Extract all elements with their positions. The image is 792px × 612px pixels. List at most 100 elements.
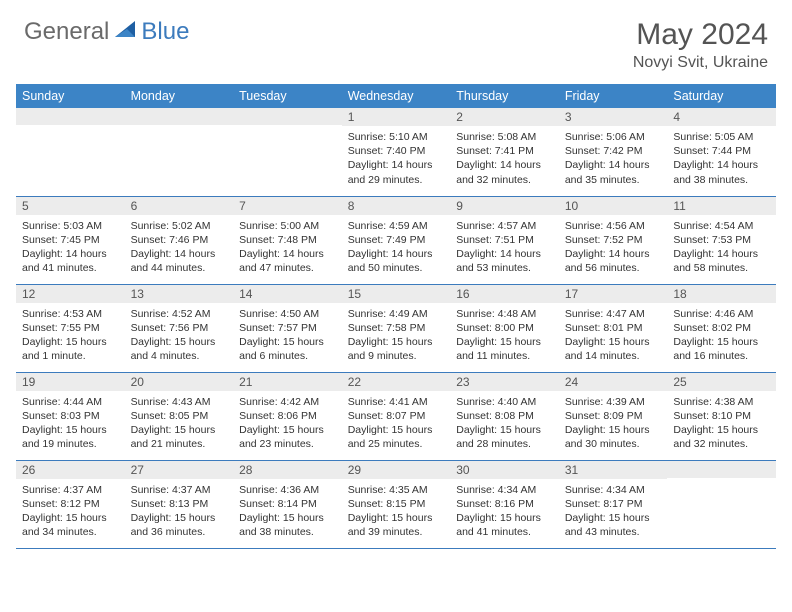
sunrise-text: Sunrise: 4:59 AM xyxy=(348,219,445,233)
sunrise-text: Sunrise: 4:38 AM xyxy=(673,395,770,409)
daylight-text: Daylight: 15 hours and 23 minutes. xyxy=(239,423,336,451)
day-number: 8 xyxy=(342,197,451,215)
sunset-text: Sunset: 7:46 PM xyxy=(131,233,228,247)
day-number: 22 xyxy=(342,373,451,391)
day-details: Sunrise: 5:10 AMSunset: 7:40 PMDaylight:… xyxy=(342,126,451,193)
calendar-cell: 6Sunrise: 5:02 AMSunset: 7:46 PMDaylight… xyxy=(125,196,234,284)
calendar-week: 1Sunrise: 5:10 AMSunset: 7:40 PMDaylight… xyxy=(16,108,776,196)
sunrise-text: Sunrise: 5:00 AM xyxy=(239,219,336,233)
calendar-cell: 31Sunrise: 4:34 AMSunset: 8:17 PMDayligh… xyxy=(559,460,668,548)
day-number: 29 xyxy=(342,461,451,479)
day-details: Sunrise: 4:50 AMSunset: 7:57 PMDaylight:… xyxy=(233,303,342,370)
daylight-text: Daylight: 15 hours and 4 minutes. xyxy=(131,335,228,363)
day-number xyxy=(125,108,234,125)
sunset-text: Sunset: 8:03 PM xyxy=(22,409,119,423)
sunset-text: Sunset: 8:10 PM xyxy=(673,409,770,423)
daylight-text: Daylight: 15 hours and 34 minutes. xyxy=(22,511,119,539)
daylight-text: Daylight: 14 hours and 47 minutes. xyxy=(239,247,336,275)
daylight-text: Daylight: 15 hours and 16 minutes. xyxy=(673,335,770,363)
day-number: 20 xyxy=(125,373,234,391)
sunrise-text: Sunrise: 4:43 AM xyxy=(131,395,228,409)
day-number: 18 xyxy=(667,285,776,303)
sunrise-text: Sunrise: 4:47 AM xyxy=(565,307,662,321)
day-number: 13 xyxy=(125,285,234,303)
daylight-text: Daylight: 15 hours and 43 minutes. xyxy=(565,511,662,539)
daylight-text: Daylight: 15 hours and 41 minutes. xyxy=(456,511,553,539)
day-header: Tuesday xyxy=(233,84,342,108)
sunrise-text: Sunrise: 5:05 AM xyxy=(673,130,770,144)
day-number: 7 xyxy=(233,197,342,215)
day-details: Sunrise: 4:40 AMSunset: 8:08 PMDaylight:… xyxy=(450,391,559,458)
calendar-cell xyxy=(667,460,776,548)
sunset-text: Sunset: 8:01 PM xyxy=(565,321,662,335)
sunrise-text: Sunrise: 4:42 AM xyxy=(239,395,336,409)
sunrise-text: Sunrise: 4:53 AM xyxy=(22,307,119,321)
day-details: Sunrise: 4:54 AMSunset: 7:53 PMDaylight:… xyxy=(667,215,776,282)
calendar-cell: 7Sunrise: 5:00 AMSunset: 7:48 PMDaylight… xyxy=(233,196,342,284)
sunrise-text: Sunrise: 4:46 AM xyxy=(673,307,770,321)
day-details: Sunrise: 4:59 AMSunset: 7:49 PMDaylight:… xyxy=(342,215,451,282)
day-number: 15 xyxy=(342,285,451,303)
day-number: 31 xyxy=(559,461,668,479)
sunrise-text: Sunrise: 5:06 AM xyxy=(565,130,662,144)
calendar-week: 5Sunrise: 5:03 AMSunset: 7:45 PMDaylight… xyxy=(16,196,776,284)
day-details: Sunrise: 5:05 AMSunset: 7:44 PMDaylight:… xyxy=(667,126,776,193)
sunrise-text: Sunrise: 4:41 AM xyxy=(348,395,445,409)
day-header: Wednesday xyxy=(342,84,451,108)
sunset-text: Sunset: 7:55 PM xyxy=(22,321,119,335)
title-block: May 2024 Novyi Svit, Ukraine xyxy=(633,18,768,72)
sunrise-text: Sunrise: 4:40 AM xyxy=(456,395,553,409)
daylight-text: Daylight: 15 hours and 6 minutes. xyxy=(239,335,336,363)
day-details: Sunrise: 4:34 AMSunset: 8:16 PMDaylight:… xyxy=(450,479,559,546)
calendar-cell: 2Sunrise: 5:08 AMSunset: 7:41 PMDaylight… xyxy=(450,108,559,196)
sunset-text: Sunset: 8:06 PM xyxy=(239,409,336,423)
sunset-text: Sunset: 8:08 PM xyxy=(456,409,553,423)
day-details: Sunrise: 4:39 AMSunset: 8:09 PMDaylight:… xyxy=(559,391,668,458)
calendar-body: 1Sunrise: 5:10 AMSunset: 7:40 PMDaylight… xyxy=(16,108,776,548)
daylight-text: Daylight: 14 hours and 56 minutes. xyxy=(565,247,662,275)
day-number: 9 xyxy=(450,197,559,215)
calendar-week: 26Sunrise: 4:37 AMSunset: 8:12 PMDayligh… xyxy=(16,460,776,548)
calendar-cell: 20 Sunrise: 4:43 AMSunset: 8:05 PMDayligh… xyxy=(125,372,234,460)
sunset-text: Sunset: 7:44 PM xyxy=(673,144,770,158)
sunset-text: Sunset: 7:41 PM xyxy=(456,144,553,158)
day-number: 5 xyxy=(16,197,125,215)
day-number: 16 xyxy=(450,285,559,303)
day-details: Sunrise: 5:00 AMSunset: 7:48 PMDaylight:… xyxy=(233,215,342,282)
sunset-text: Sunset: 7:48 PM xyxy=(239,233,336,247)
day-number: 17 xyxy=(559,285,668,303)
day-details: Sunrise: 4:35 AMSunset: 8:15 PMDaylight:… xyxy=(342,479,451,546)
location-label: Novyi Svit, Ukraine xyxy=(633,54,768,72)
daylight-text: Daylight: 15 hours and 19 minutes. xyxy=(22,423,119,451)
sunset-text: Sunset: 7:45 PM xyxy=(22,233,119,247)
sunrise-text: Sunrise: 4:52 AM xyxy=(131,307,228,321)
day-number: 25 xyxy=(667,373,776,391)
sunrise-text: Sunrise: 4:37 AM xyxy=(22,483,119,497)
sunset-text: Sunset: 7:40 PM xyxy=(348,144,445,158)
day-details: Sunrise: 4:47 AMSunset: 8:01 PMDaylight:… xyxy=(559,303,668,370)
sunset-text: Sunset: 8:12 PM xyxy=(22,497,119,511)
day-number: 12 xyxy=(16,285,125,303)
daylight-text: Daylight: 15 hours and 11 minutes. xyxy=(456,335,553,363)
day-header: Friday xyxy=(559,84,668,108)
day-details: Sunrise: 4:34 AMSunset: 8:17 PMDaylight:… xyxy=(559,479,668,546)
calendar-header-row: SundayMondayTuesdayWednesdayThursdayFrid… xyxy=(16,84,776,108)
day-number: 19 xyxy=(16,373,125,391)
sunset-text: Sunset: 8:05 PM xyxy=(131,409,228,423)
day-number: 24 xyxy=(559,373,668,391)
daylight-text: Daylight: 15 hours and 21 minutes. xyxy=(131,423,228,451)
day-details: Sunrise: 4:37 AMSunset: 8:13 PMDaylight:… xyxy=(125,479,234,546)
daylight-text: Daylight: 15 hours and 1 minute. xyxy=(22,335,119,363)
day-number: 27 xyxy=(125,461,234,479)
sunset-text: Sunset: 8:16 PM xyxy=(456,497,553,511)
daylight-text: Daylight: 15 hours and 9 minutes. xyxy=(348,335,445,363)
daylight-text: Daylight: 14 hours and 29 minutes. xyxy=(348,158,445,186)
calendar-cell: 18Sunrise: 4:46 AMSunset: 8:02 PMDayligh… xyxy=(667,284,776,372)
calendar-week: 12Sunrise: 4:53 AMSunset: 7:55 PMDayligh… xyxy=(16,284,776,372)
calendar-cell: 11Sunrise: 4:54 AMSunset: 7:53 PMDayligh… xyxy=(667,196,776,284)
day-details: Sunrise: 4:53 AMSunset: 7:55 PMDaylight:… xyxy=(16,303,125,370)
daylight-text: Daylight: 15 hours and 39 minutes. xyxy=(348,511,445,539)
daylight-text: Daylight: 15 hours and 25 minutes. xyxy=(348,423,445,451)
calendar-cell: 15Sunrise: 4:49 AMSunset: 7:58 PMDayligh… xyxy=(342,284,451,372)
daylight-text: Daylight: 15 hours and 38 minutes. xyxy=(239,511,336,539)
